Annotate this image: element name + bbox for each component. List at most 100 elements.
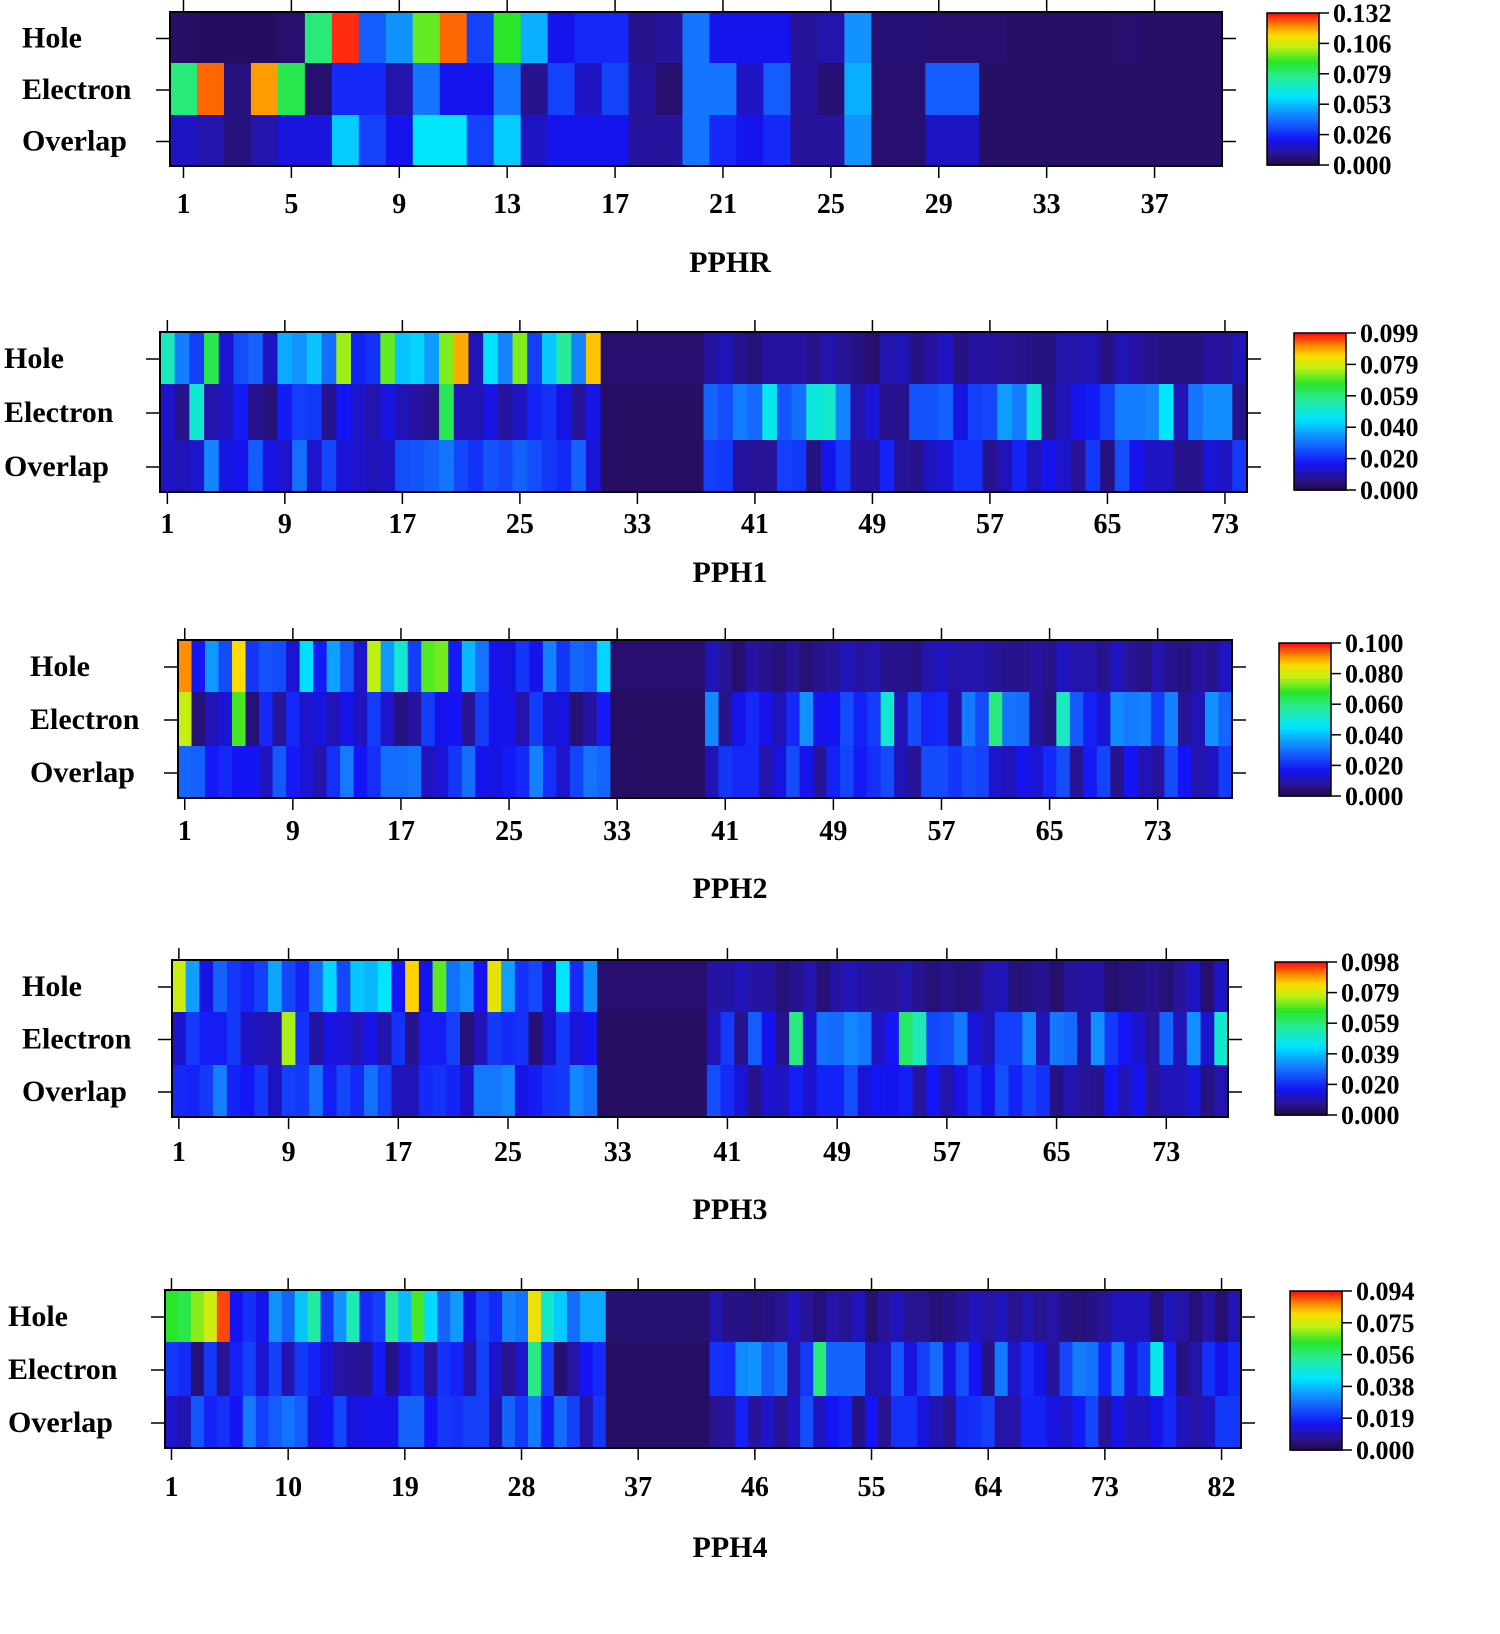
heatmap-cell [385,1396,399,1448]
colorbar-segment [1294,440,1346,444]
heatmap-cell [412,12,441,63]
heatmap-cell [364,1065,379,1117]
heatmap-cell [880,746,895,798]
colorbar-segment [1290,1365,1342,1369]
colorbar-segment [1267,137,1319,141]
colorbar-segment [1275,1035,1327,1040]
heatmap-cell [789,960,804,1012]
heatmap-cell [1100,440,1116,492]
colorbar-segment [1267,68,1319,73]
heatmap-cell [336,1065,351,1117]
heatmap-cell [907,692,922,746]
heatmap-cell [929,1290,944,1342]
colorbar-segment [1294,476,1346,481]
heatmap-cell [520,63,549,115]
heatmap-cell [940,1065,955,1117]
colorbar-frame [1274,961,1328,1116]
heatmap-cell [674,440,690,492]
heatmap-cell [1087,12,1115,63]
colorbar-segment [1267,101,1319,105]
colorbar-segment [1294,335,1346,340]
heatmap-cell [268,1342,283,1396]
heatmap-cell [683,1396,698,1448]
heatmap-cell [865,1290,879,1342]
heatmap-cell [204,440,220,492]
heatmap-cell [923,440,940,492]
heatmap-cell [272,746,287,798]
heatmap-cell [657,1396,672,1448]
heatmap-cell [800,1396,814,1448]
heatmap-cell [460,1065,475,1117]
colorbar-segment [1290,1394,1342,1398]
heatmap-cell [1177,692,1193,746]
heatmap-cell [806,332,822,384]
heatmap-cell [1072,1396,1087,1448]
heatmap-cell [734,960,749,1012]
heatmap-cell [705,746,720,798]
colorbar-segment [1290,1399,1342,1404]
heatmap-cell [583,746,598,798]
colorbar-segment [1267,104,1319,108]
colorbar-segment [1294,429,1346,434]
heatmap-cell [631,1342,646,1396]
plot-frame [169,11,1223,167]
heatmap-cell [683,1342,698,1396]
heatmap-cell [1087,63,1115,115]
colorbar-segment [1267,116,1319,121]
colorbar-segment [1294,484,1346,489]
colorbar-segment [1294,359,1346,363]
heatmap-cell [1063,1065,1078,1117]
colorbar-segment [1290,1397,1342,1401]
heatmap-cell [365,332,381,384]
colorbar-segment [1294,369,1346,374]
heatmap-cell [747,440,763,492]
colorbar-segment [1294,398,1346,402]
heatmap-cell [1124,1342,1138,1396]
heatmap-cell [493,63,522,115]
heatmap-cell [1189,1396,1203,1448]
heatmap-cell [709,1290,724,1342]
heatmap-cell [682,115,711,166]
heatmap-cell [515,1290,529,1342]
heatmap-cell [1020,1342,1035,1396]
heatmap-cell [259,640,274,692]
heatmap-cell [571,332,587,384]
colorbar-tick-label: 0.079 [1341,979,1400,1008]
heatmap-cell [585,384,602,440]
heatmap-cell [1214,1065,1229,1117]
heatmap-cell [1114,12,1142,63]
heatmap-cell [948,640,963,692]
colorbar-segment [1290,1317,1342,1321]
heatmap-cell [542,692,557,746]
colorbar-segment [1267,23,1319,27]
heatmap-cell [174,332,190,384]
heatmap-cell [556,1012,571,1065]
heatmap-cell [556,384,572,440]
colorbar-segment [1279,694,1331,698]
colorbar-segment [1275,1061,1327,1065]
heatmap-cell [1232,384,1248,440]
plot-frame [171,959,1229,1118]
colorbar-segment [1275,1058,1327,1063]
colorbar-tick-label: 0.106 [1333,29,1392,58]
heatmap-cell [515,692,530,746]
heatmap-cell [294,1290,309,1342]
heatmap-cell [439,12,468,63]
heatmap-cell [463,1342,477,1396]
heatmap-cell [493,12,522,63]
heatmap-cell [483,332,499,384]
colorbar-segment [1275,1023,1327,1027]
heatmap-cell [826,1342,840,1396]
heatmap-cell [1150,746,1166,798]
heatmap-cell [487,960,502,1012]
heatmap-cell [281,1065,297,1117]
heatmap-cell [644,1342,659,1396]
colorbar-segment [1279,793,1331,797]
heatmap-cell [679,960,694,1012]
heatmap-cell [502,640,517,692]
heatmap-cell [1132,960,1147,1012]
heatmap-cell [574,12,603,63]
heatmap-cell [1228,1396,1242,1448]
heatmap-cell [1168,12,1196,63]
heatmap-cell [350,1012,365,1065]
